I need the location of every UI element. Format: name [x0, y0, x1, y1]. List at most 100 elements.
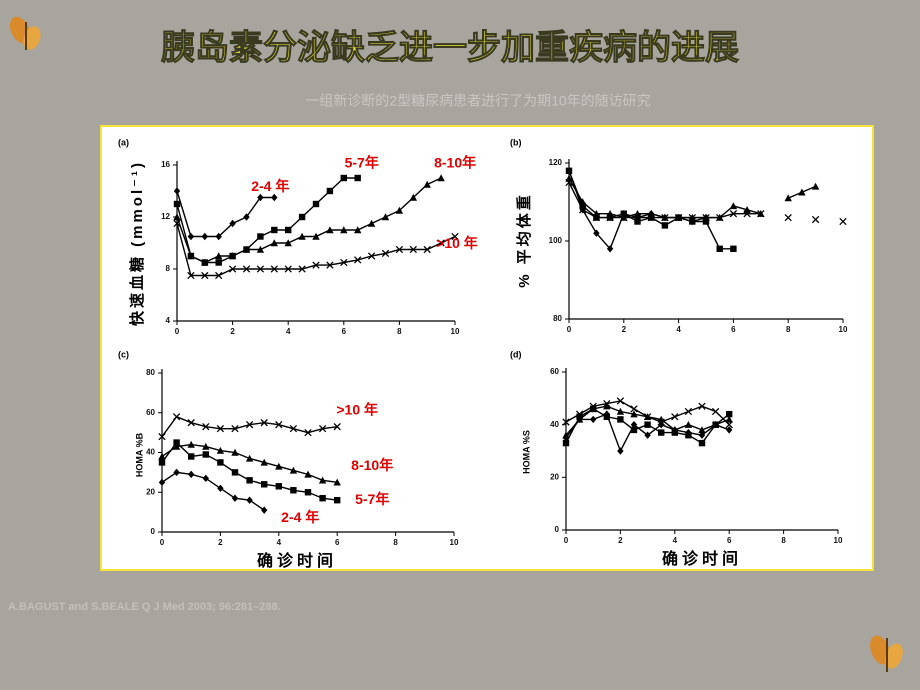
- data-marker: [702, 213, 710, 222]
- data-marker: [671, 426, 679, 434]
- data-marker: [784, 213, 792, 222]
- data-marker: [658, 420, 665, 429]
- data-marker: [284, 265, 292, 273]
- data-marker: [217, 459, 224, 466]
- data-marker: [395, 245, 404, 254]
- y-tick-label: 40: [550, 420, 559, 429]
- data-marker: [725, 421, 733, 429]
- data-marker: [698, 439, 706, 447]
- x-tick-label: 6: [731, 325, 736, 334]
- data-marker: [256, 245, 265, 253]
- panel-label: (c): [118, 349, 129, 359]
- data-marker: [231, 469, 239, 476]
- data-marker: [158, 452, 166, 460]
- data-marker: [630, 426, 638, 434]
- y-axis-title: 快速血糖 (mmol⁻¹): [128, 160, 146, 326]
- data-marker: [575, 410, 584, 418]
- data-marker: [173, 187, 181, 195]
- data-marker: [187, 271, 195, 280]
- data-marker: [173, 213, 181, 221]
- figure-panel: [100, 125, 874, 571]
- data-marker: [423, 245, 431, 254]
- data-marker: [565, 178, 573, 187]
- y-tick-label: 80: [553, 314, 562, 323]
- data-marker: [173, 468, 180, 477]
- data-marker: [187, 419, 195, 427]
- x-tick-label: 2: [618, 536, 623, 545]
- x-tick-label: 2: [622, 325, 627, 334]
- data-marker: [725, 415, 733, 423]
- data-marker: [633, 213, 642, 222]
- data-marker: [784, 194, 792, 202]
- data-marker: [367, 252, 376, 260]
- data-marker: [579, 198, 587, 206]
- data-marker: [589, 405, 597, 413]
- y-tick-label: 16: [161, 160, 170, 169]
- y-tick-label: 60: [146, 408, 155, 417]
- data-marker: [562, 418, 570, 426]
- data-marker: [271, 193, 278, 202]
- data-marker: [617, 447, 624, 455]
- data-marker: [661, 222, 669, 229]
- slide-subtitle: 一组新诊断的2型糖尿病患者进行了为期10年的随访研究: [305, 93, 650, 109]
- data-marker: [698, 426, 706, 434]
- data-marker: [312, 261, 320, 269]
- data-marker: [333, 423, 341, 431]
- data-marker: [172, 413, 181, 421]
- x-tick-label: 4: [673, 536, 678, 545]
- data-marker: [451, 232, 459, 241]
- data-marker: [173, 439, 180, 446]
- data-marker: [684, 407, 693, 416]
- data-marker: [729, 210, 738, 218]
- data-marker: [216, 424, 225, 433]
- data-marker: [257, 193, 264, 202]
- x-tick-label: 0: [567, 325, 572, 334]
- data-marker: [318, 424, 327, 433]
- data-marker: [187, 440, 195, 448]
- charts: 4 8 12 16 0 2 4 6 8 10 (a) 快速血糖 (mmol⁻¹) 2-4 年 5-7年 8-…: [118, 137, 848, 570]
- x-tick-label: 4: [676, 325, 681, 334]
- data-marker: [711, 407, 720, 416]
- data-marker: [188, 453, 195, 460]
- data-marker: [698, 402, 706, 410]
- x-tick-label: 0: [160, 538, 165, 547]
- x-tick-label: 4: [286, 327, 291, 336]
- data-marker: [298, 265, 306, 273]
- x-tick-label: 8: [397, 327, 402, 336]
- butterfly: [870, 635, 903, 672]
- data-marker: [620, 213, 628, 222]
- data-marker: [326, 187, 334, 195]
- data-marker: [726, 426, 733, 434]
- y-tick-label: 12: [161, 212, 170, 221]
- series-label: >10 年: [336, 401, 378, 417]
- data-marker: [647, 213, 655, 222]
- data-marker: [643, 413, 652, 421]
- y-tick-label: 40: [146, 448, 155, 457]
- data-marker: [231, 494, 239, 502]
- data-marker: [284, 239, 292, 247]
- data-marker: [367, 219, 376, 227]
- data-marker: [228, 252, 237, 260]
- data-marker: [304, 489, 312, 496]
- data-marker: [616, 407, 625, 415]
- data-marker: [202, 423, 210, 431]
- data-marker: [304, 428, 312, 437]
- data-marker: [409, 245, 417, 254]
- data-marker: [592, 213, 601, 222]
- data-marker: [702, 218, 710, 225]
- x-tick-label: 0: [175, 327, 180, 336]
- data-marker: [630, 405, 638, 413]
- data-marker: [658, 429, 665, 436]
- data-marker: [202, 474, 209, 483]
- data-marker: [689, 218, 696, 225]
- data-marker: [158, 478, 166, 487]
- data-marker: [260, 458, 268, 466]
- data-marker: [202, 442, 210, 450]
- data-marker: [674, 213, 683, 222]
- data-marker: [298, 213, 306, 221]
- data-marker: [340, 174, 347, 182]
- series-label: 5-7年: [355, 491, 389, 507]
- x-axis-title: 确诊时间: [257, 551, 337, 570]
- data-marker: [318, 476, 327, 484]
